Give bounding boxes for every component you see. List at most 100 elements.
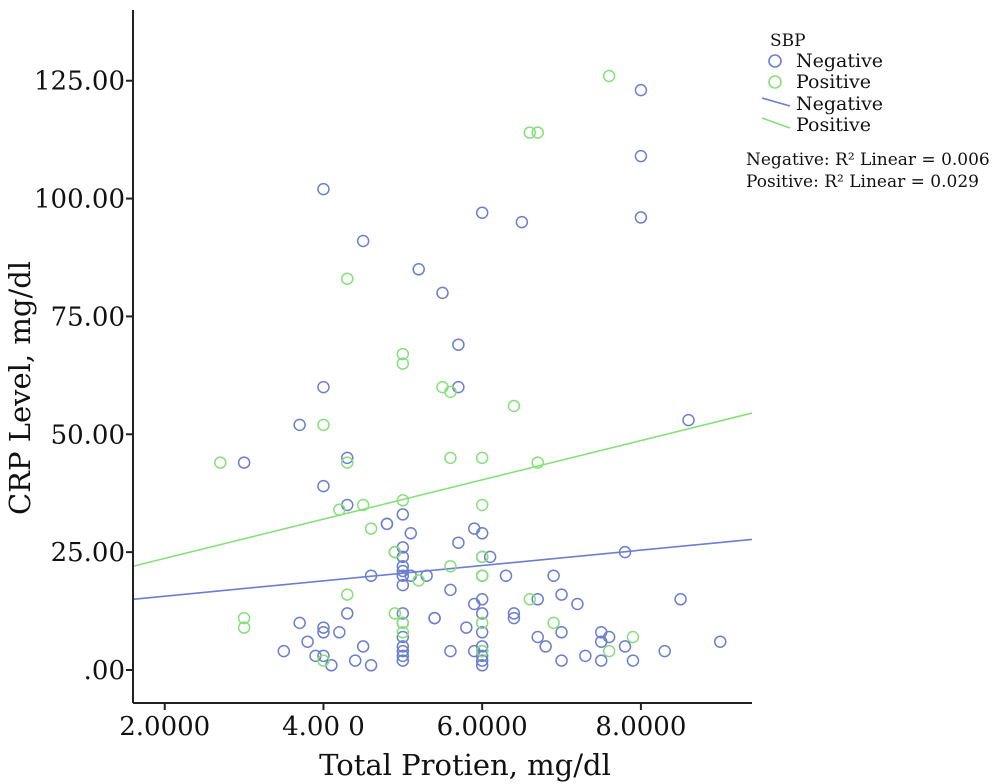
point-positive xyxy=(396,357,410,370)
point-positive xyxy=(523,126,537,139)
point-negative xyxy=(658,644,671,658)
point-negative xyxy=(571,597,584,611)
point-negative xyxy=(277,644,291,658)
x-tick-label: 6.0000 xyxy=(437,712,528,742)
y-tick-label: 50.00 xyxy=(51,420,125,450)
point-negative xyxy=(475,593,489,606)
y-axis-title: CRP Level, mg/dl xyxy=(3,261,37,515)
point-positive xyxy=(444,560,457,573)
y-tick-label: 100.00 xyxy=(34,185,125,215)
point-negative xyxy=(475,206,489,219)
point-negative xyxy=(396,578,410,592)
point-positive xyxy=(475,451,489,465)
point-positive xyxy=(388,607,402,620)
point-positive xyxy=(412,574,425,587)
point-negative xyxy=(555,626,568,639)
point-negative xyxy=(475,640,489,653)
point-positive xyxy=(237,621,251,634)
x-tick-label: 8.0000 xyxy=(595,712,686,742)
point-negative xyxy=(475,607,489,620)
point-positive xyxy=(444,451,457,465)
legend-label-negative-marker: Negative xyxy=(796,50,883,72)
point-negative xyxy=(618,545,632,559)
point-positive xyxy=(317,654,330,667)
point-negative xyxy=(515,215,529,229)
point-negative xyxy=(396,569,410,582)
point-negative xyxy=(317,380,330,394)
point-negative xyxy=(341,607,354,620)
point-negative xyxy=(499,569,513,582)
point-negative xyxy=(682,413,695,427)
point-positive xyxy=(507,399,521,413)
legend-marker-negative xyxy=(768,54,782,68)
point-negative xyxy=(436,286,449,300)
point-negative xyxy=(475,654,489,667)
legend-line-negative xyxy=(761,97,791,107)
point-negative xyxy=(396,560,410,573)
point-positive xyxy=(396,347,410,361)
point-negative xyxy=(602,630,616,644)
point-negative xyxy=(634,83,648,97)
point-positive xyxy=(396,494,410,507)
point-positive xyxy=(364,522,378,535)
point-positive xyxy=(341,588,354,601)
point-negative xyxy=(317,182,330,196)
point-negative xyxy=(475,527,489,540)
x-tick-label: 2.0000 xyxy=(119,712,210,742)
point-negative xyxy=(404,527,418,540)
point-positive xyxy=(626,630,640,644)
point-negative xyxy=(483,550,497,564)
legend: SBP Negative Positive Negative Positive … xyxy=(746,31,990,192)
point-negative xyxy=(356,234,370,248)
point-negative xyxy=(579,649,592,663)
y-tick-label: .00 xyxy=(84,656,125,686)
point-negative xyxy=(460,621,473,634)
point-negative xyxy=(507,607,521,620)
point-negative xyxy=(555,654,568,667)
point-positive xyxy=(396,616,410,630)
y-tick-label: 125.00 xyxy=(34,67,125,97)
fit-line-positive xyxy=(132,412,753,568)
point-positive xyxy=(531,456,544,469)
point-positive xyxy=(602,644,616,658)
point-negative xyxy=(356,640,370,653)
point-negative xyxy=(452,338,465,351)
point-negative xyxy=(396,654,410,667)
point-positive xyxy=(475,498,489,512)
point-negative xyxy=(618,640,632,653)
point-positive xyxy=(356,498,370,512)
x-tick-label: 4.00 0 xyxy=(282,712,365,742)
point-negative xyxy=(555,588,568,601)
point-negative xyxy=(396,630,410,644)
y-axis-ticks: .00 25.00 50.00 75.00 100.00 125.00 xyxy=(34,67,133,686)
legend-title: SBP xyxy=(770,31,806,51)
point-negative xyxy=(317,621,330,634)
point-negative xyxy=(547,569,560,582)
point-negative xyxy=(452,536,465,549)
point-positive xyxy=(602,69,616,83)
point-negative xyxy=(293,418,306,432)
y-tick-label: 75.00 xyxy=(51,302,125,332)
fit-line-negative xyxy=(132,538,753,601)
legend-marker-positive xyxy=(768,75,782,89)
point-negative xyxy=(396,649,410,663)
point-positive xyxy=(214,456,227,469)
point-negative xyxy=(634,211,648,224)
point-negative xyxy=(531,630,544,644)
point-positive xyxy=(333,503,346,516)
point-positive xyxy=(475,644,489,658)
point-negative xyxy=(237,456,251,469)
point-negative xyxy=(396,607,410,620)
y-tick-label: 25.00 xyxy=(51,538,125,568)
point-negative xyxy=(475,659,489,672)
r2-negative: Negative: R² Linear = 0.006 xyxy=(746,150,990,170)
point-positive xyxy=(237,611,251,625)
point-negative xyxy=(341,451,354,465)
point-positive xyxy=(341,272,354,285)
scatter-points xyxy=(214,69,727,672)
point-negative xyxy=(634,149,648,163)
point-negative xyxy=(531,593,544,606)
point-positive xyxy=(388,545,402,559)
point-negative xyxy=(348,654,362,667)
